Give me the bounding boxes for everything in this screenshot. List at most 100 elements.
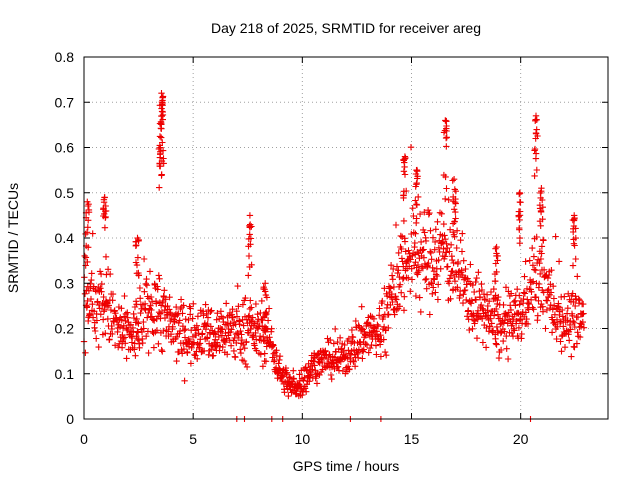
data-point bbox=[94, 298, 101, 305]
data-point bbox=[443, 125, 450, 132]
data-point bbox=[167, 331, 175, 338]
data-point bbox=[207, 323, 214, 330]
data-point bbox=[396, 273, 403, 281]
data-point bbox=[102, 213, 109, 221]
data-point bbox=[420, 246, 427, 253]
data-point bbox=[243, 338, 250, 345]
data-point bbox=[204, 334, 211, 341]
data-point bbox=[527, 296, 535, 303]
x-tick-label: 0 bbox=[80, 431, 88, 447]
data-point bbox=[286, 373, 294, 381]
data-point bbox=[533, 166, 540, 174]
data-point bbox=[368, 341, 375, 349]
data-point bbox=[283, 369, 291, 376]
data-point bbox=[416, 210, 424, 218]
data-point bbox=[106, 336, 113, 343]
data-point bbox=[400, 217, 408, 225]
data-point bbox=[216, 343, 224, 350]
data-point bbox=[532, 129, 540, 137]
data-point bbox=[478, 286, 486, 294]
data-point bbox=[246, 222, 253, 229]
data-point bbox=[390, 265, 397, 273]
data-point bbox=[133, 301, 140, 308]
data-point bbox=[182, 326, 189, 333]
data-point bbox=[207, 308, 214, 315]
data-point bbox=[424, 207, 432, 214]
data-point bbox=[341, 341, 348, 349]
data-point bbox=[83, 303, 91, 310]
data-point bbox=[441, 232, 448, 239]
data-point bbox=[434, 272, 441, 280]
data-point bbox=[449, 177, 456, 184]
data-point bbox=[389, 276, 396, 283]
data-point bbox=[412, 230, 419, 237]
data-point bbox=[398, 289, 405, 296]
data-point bbox=[420, 254, 428, 261]
data-point bbox=[503, 345, 510, 352]
data-point bbox=[539, 204, 546, 211]
data-point bbox=[488, 320, 495, 327]
data-point bbox=[194, 313, 202, 320]
data-point bbox=[413, 166, 421, 174]
data-point bbox=[516, 292, 523, 299]
data-point bbox=[248, 304, 255, 311]
data-point bbox=[493, 323, 501, 331]
data-point bbox=[438, 210, 445, 217]
data-point bbox=[107, 270, 114, 278]
data-point bbox=[564, 305, 571, 312]
data-point bbox=[130, 314, 138, 322]
data-point bbox=[145, 309, 152, 317]
data-point bbox=[443, 249, 450, 256]
data-point bbox=[396, 303, 403, 310]
data-point bbox=[205, 340, 213, 347]
data-point bbox=[438, 239, 446, 246]
data-point bbox=[105, 302, 112, 309]
data-point bbox=[571, 212, 578, 219]
data-point bbox=[144, 314, 151, 321]
data-point bbox=[413, 215, 420, 222]
data-point bbox=[463, 296, 470, 304]
data-point bbox=[215, 333, 222, 341]
data-point bbox=[227, 342, 235, 349]
data-point bbox=[461, 287, 468, 294]
data-point bbox=[118, 317, 125, 324]
data-point bbox=[237, 349, 245, 357]
data-point bbox=[450, 229, 457, 236]
data-point bbox=[383, 352, 390, 359]
data-point bbox=[487, 288, 495, 296]
data-point bbox=[444, 263, 451, 270]
data-point bbox=[393, 306, 400, 314]
data-point bbox=[528, 278, 535, 286]
data-point bbox=[109, 297, 116, 304]
data-point bbox=[133, 333, 140, 340]
data-point bbox=[511, 327, 518, 334]
data-point bbox=[273, 347, 280, 354]
data-point bbox=[246, 212, 254, 219]
data-point bbox=[546, 305, 554, 312]
data-point bbox=[156, 184, 163, 191]
data-point bbox=[265, 305, 273, 312]
data-point bbox=[451, 278, 459, 285]
data-point bbox=[432, 226, 439, 233]
data-point bbox=[224, 351, 231, 358]
chart-title: Day 218 of 2025, SRMTID for receiver are… bbox=[211, 20, 481, 36]
data-point bbox=[427, 248, 434, 255]
data-point bbox=[276, 356, 283, 364]
data-point bbox=[400, 192, 407, 199]
data-point bbox=[322, 347, 329, 354]
data-point bbox=[81, 252, 88, 260]
data-point bbox=[233, 313, 241, 320]
data-point bbox=[576, 333, 584, 341]
data-point bbox=[247, 325, 254, 333]
data-point bbox=[345, 335, 352, 343]
data-point bbox=[81, 290, 89, 297]
data-point bbox=[173, 303, 180, 311]
data-point bbox=[171, 318, 178, 326]
data-point bbox=[327, 336, 334, 344]
data-point bbox=[93, 335, 100, 342]
data-point bbox=[279, 373, 286, 380]
data-point bbox=[124, 326, 132, 334]
data-point bbox=[427, 249, 435, 257]
data-point bbox=[237, 327, 244, 335]
data-point bbox=[510, 298, 518, 306]
